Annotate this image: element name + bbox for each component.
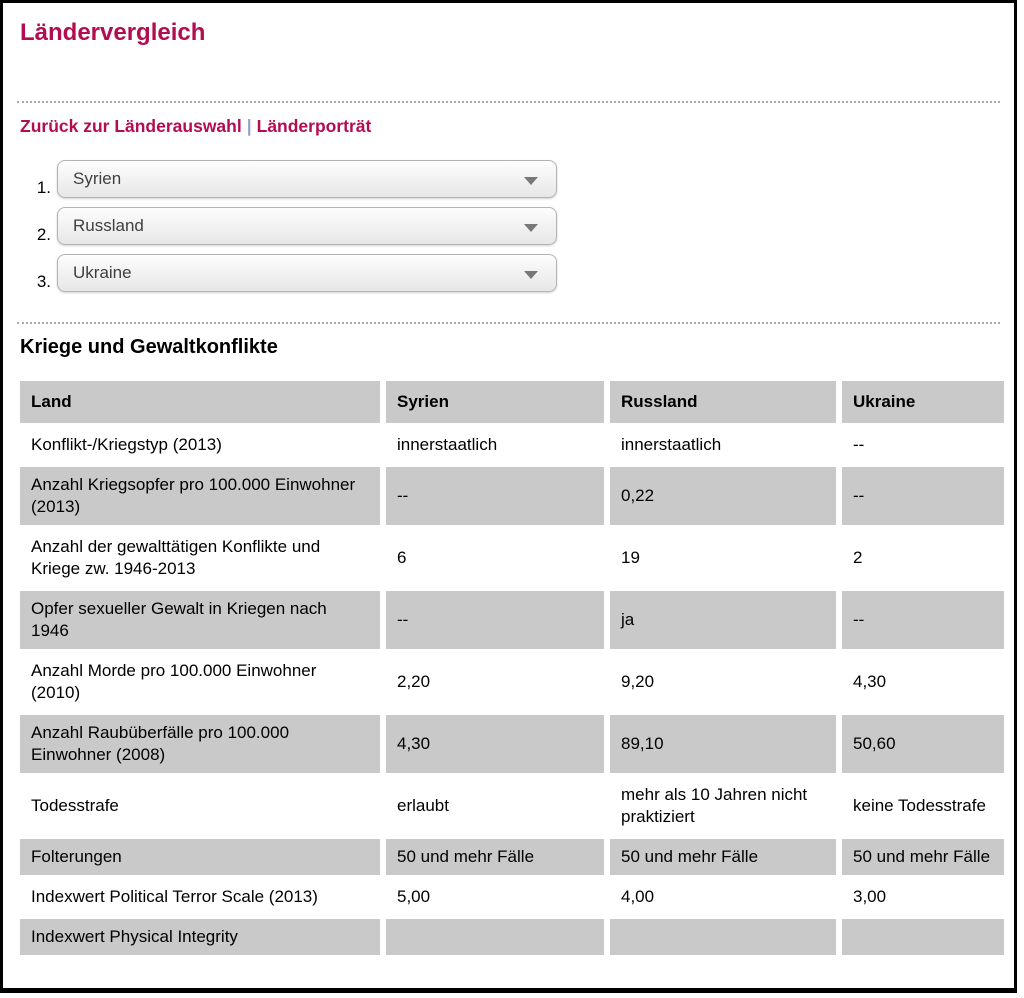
- column-header-land: Land: [20, 381, 380, 423]
- row-value: 50 und mehr Fälle: [842, 839, 1004, 875]
- table-row: Folterungen 50 und mehr Fälle 50 und mehr …: [20, 839, 1004, 875]
- country-comparison-table: Land Syrien Russland Ukraine Konflikt-/K…: [14, 377, 1010, 959]
- row-value: 50 und mehr Fälle: [610, 839, 836, 875]
- table-row: Opfer sexueller Gewalt in Kriegen nach 1…: [20, 591, 1004, 649]
- column-header-russland: Russland: [610, 381, 836, 423]
- row-value: 6: [386, 529, 604, 587]
- table-row: Anzahl Morde pro 100.000 Einwohner (2010…: [20, 653, 1004, 711]
- row-label: Todesstrafe: [20, 777, 380, 835]
- row-value: 50,60: [842, 715, 1004, 773]
- chevron-down-icon: [524, 224, 538, 232]
- country-dropdown-3-value: Ukraine: [73, 263, 132, 282]
- row-value: 89,10: [610, 715, 836, 773]
- row-value: 4,30: [842, 653, 1004, 711]
- row-value: ja: [610, 591, 836, 649]
- smear-artifact: [854, 960, 1012, 977]
- row-label: Anzahl Kriegsopfer pro 100.000 Einwohner…: [20, 467, 380, 525]
- row-value: 19: [610, 529, 836, 587]
- row-value: 50 und mehr Fälle: [386, 839, 604, 875]
- back-to-country-selection-link[interactable]: Zurück zur Länderauswahl: [20, 116, 242, 136]
- row-value: 4,00: [610, 879, 836, 915]
- country-select-row-2: 2. Russland: [17, 207, 1000, 245]
- row-label: Folterungen: [20, 839, 380, 875]
- row-value: 5,00: [386, 879, 604, 915]
- select-number-label: 2.: [36, 225, 51, 244]
- country-dropdown-2-value: Russland: [73, 216, 144, 235]
- select-number-label: 3.: [36, 272, 51, 291]
- breadcrumb-links: Zurück zur Länderauswahl | Länderporträt: [20, 116, 1000, 137]
- row-value: innerstaatlich: [386, 427, 604, 463]
- table-header-row: Land Syrien Russland Ukraine: [20, 381, 1004, 423]
- country-dropdown-3[interactable]: Ukraine: [57, 254, 557, 292]
- table-body: Konflikt-/Kriegstyp (2013) innerstaatlich…: [20, 427, 1004, 955]
- row-value: [386, 919, 604, 955]
- row-value: 2,20: [386, 653, 604, 711]
- table-row: Anzahl Kriegsopfer pro 100.000 Einwohner…: [20, 467, 1004, 525]
- column-header-ukraine: Ukraine: [842, 381, 1004, 423]
- country-select-group: 1. Syrien 2. Russland 3. Ukraine: [17, 160, 1000, 292]
- table-row: Todesstrafe erlaubt mehr als 10 Jahren nic…: [20, 777, 1004, 835]
- row-label: Anzahl der gewalttätigen Konflikte und K…: [20, 529, 380, 587]
- column-header-syrien: Syrien: [386, 381, 604, 423]
- dotted-divider: [17, 322, 1000, 324]
- table-row: Indexwert Physical Integrity: [20, 919, 1004, 955]
- row-value: 2: [842, 529, 1004, 587]
- chevron-down-icon: [524, 177, 538, 185]
- dotted-divider: [17, 101, 1000, 103]
- row-label: Indexwert Physical Integrity: [20, 919, 380, 955]
- row-value: 4,30: [386, 715, 604, 773]
- row-label: Konflikt-/Kriegstyp (2013): [20, 427, 380, 463]
- row-value: 9,20: [610, 653, 836, 711]
- table-row: Anzahl Raubüberfälle pro 100.000 Einwohn…: [20, 715, 1004, 773]
- row-value: [842, 919, 1004, 955]
- row-value: --: [842, 591, 1004, 649]
- row-value: 3,00: [842, 879, 1004, 915]
- row-value: [610, 919, 836, 955]
- link-separator: |: [246, 116, 252, 136]
- row-value: 0,22: [610, 467, 836, 525]
- country-portrait-link[interactable]: Länderporträt: [256, 116, 372, 136]
- row-value: --: [842, 467, 1004, 525]
- table-row: Anzahl der gewalttätigen Konflikte und K…: [20, 529, 1004, 587]
- country-select-row-3: 3. Ukraine: [17, 254, 1000, 292]
- row-label: Anzahl Raubüberfälle pro 100.000 Einwohn…: [20, 715, 380, 773]
- row-value: --: [386, 591, 604, 649]
- row-label: Opfer sexueller Gewalt in Kriegen nach 1…: [20, 591, 380, 649]
- country-dropdown-1[interactable]: Syrien: [57, 160, 557, 198]
- row-value: keine Todesstrafe: [842, 777, 1004, 835]
- row-value: innerstaatlich: [610, 427, 836, 463]
- row-label: Anzahl Morde pro 100.000 Einwohner (2010…: [20, 653, 380, 711]
- table-row: Indexwert Political Terror Scale (2013) 5…: [20, 879, 1004, 915]
- smear-artifact: [230, 961, 832, 984]
- country-dropdown-1-value: Syrien: [73, 169, 122, 188]
- table-row: Konflikt-/Kriegstyp (2013) innerstaatlich…: [20, 427, 1004, 463]
- row-value: --: [386, 467, 604, 525]
- country-dropdown-2[interactable]: Russland: [57, 207, 557, 245]
- section-heading: Kriege und Gewaltkonflikte: [20, 336, 278, 358]
- country-select-row-1: 1. Syrien: [17, 160, 1000, 198]
- page-title: Ländervergleich: [20, 19, 206, 46]
- row-value: --: [842, 427, 1004, 463]
- select-number-label: 1.: [36, 178, 51, 197]
- row-value: mehr als 10 Jahren nicht praktiziert: [610, 777, 836, 835]
- chevron-down-icon: [524, 271, 538, 279]
- row-label: Indexwert Political Terror Scale (2013): [20, 879, 380, 915]
- smear-artifact: [30, 968, 132, 983]
- row-value: erlaubt: [386, 777, 604, 835]
